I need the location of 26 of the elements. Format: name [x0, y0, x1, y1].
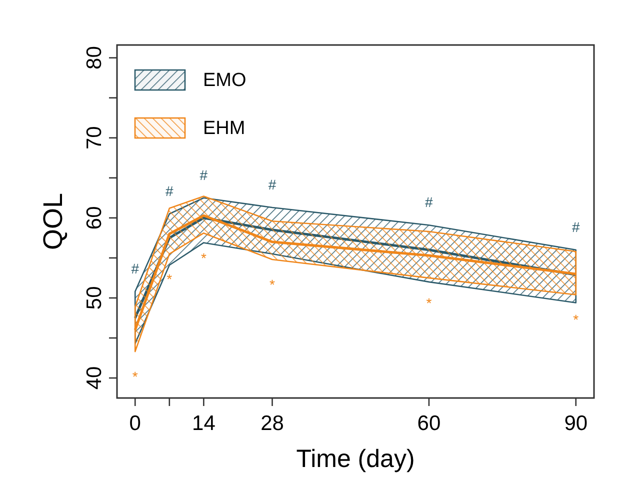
x-axis-title: Time (day) — [296, 445, 415, 473]
x-tick-label: 60 — [417, 412, 441, 435]
annotation: # — [200, 166, 208, 183]
x-tick-label: 0 — [129, 412, 141, 435]
y-tick-label: 70 — [83, 126, 106, 150]
annotation: # — [131, 260, 140, 277]
annotation: * — [270, 276, 276, 293]
annotation: * — [166, 270, 173, 287]
annotation: # — [268, 176, 276, 192]
annotation: * — [132, 368, 138, 385]
annotation: * — [200, 250, 207, 266]
x-tick-label: 90 — [564, 412, 588, 435]
x-tick-label: 14 — [192, 412, 216, 435]
annotation: # — [572, 218, 580, 235]
y-axis-title: QOL — [38, 192, 68, 250]
y-tick-label: 50 — [83, 286, 106, 310]
annotation: # — [166, 182, 174, 199]
annotation: # — [425, 194, 434, 210]
legend-label: EHM — [203, 118, 246, 139]
legend-label: EMO — [203, 70, 246, 91]
y-tick-label: 40 — [83, 366, 106, 390]
y-tick-label: 60 — [83, 206, 106, 230]
x-tick-label: 28 — [260, 412, 284, 435]
annotation: * — [573, 312, 580, 328]
annotation: * — [426, 294, 432, 311]
y-tick-label: 80 — [83, 46, 106, 70]
